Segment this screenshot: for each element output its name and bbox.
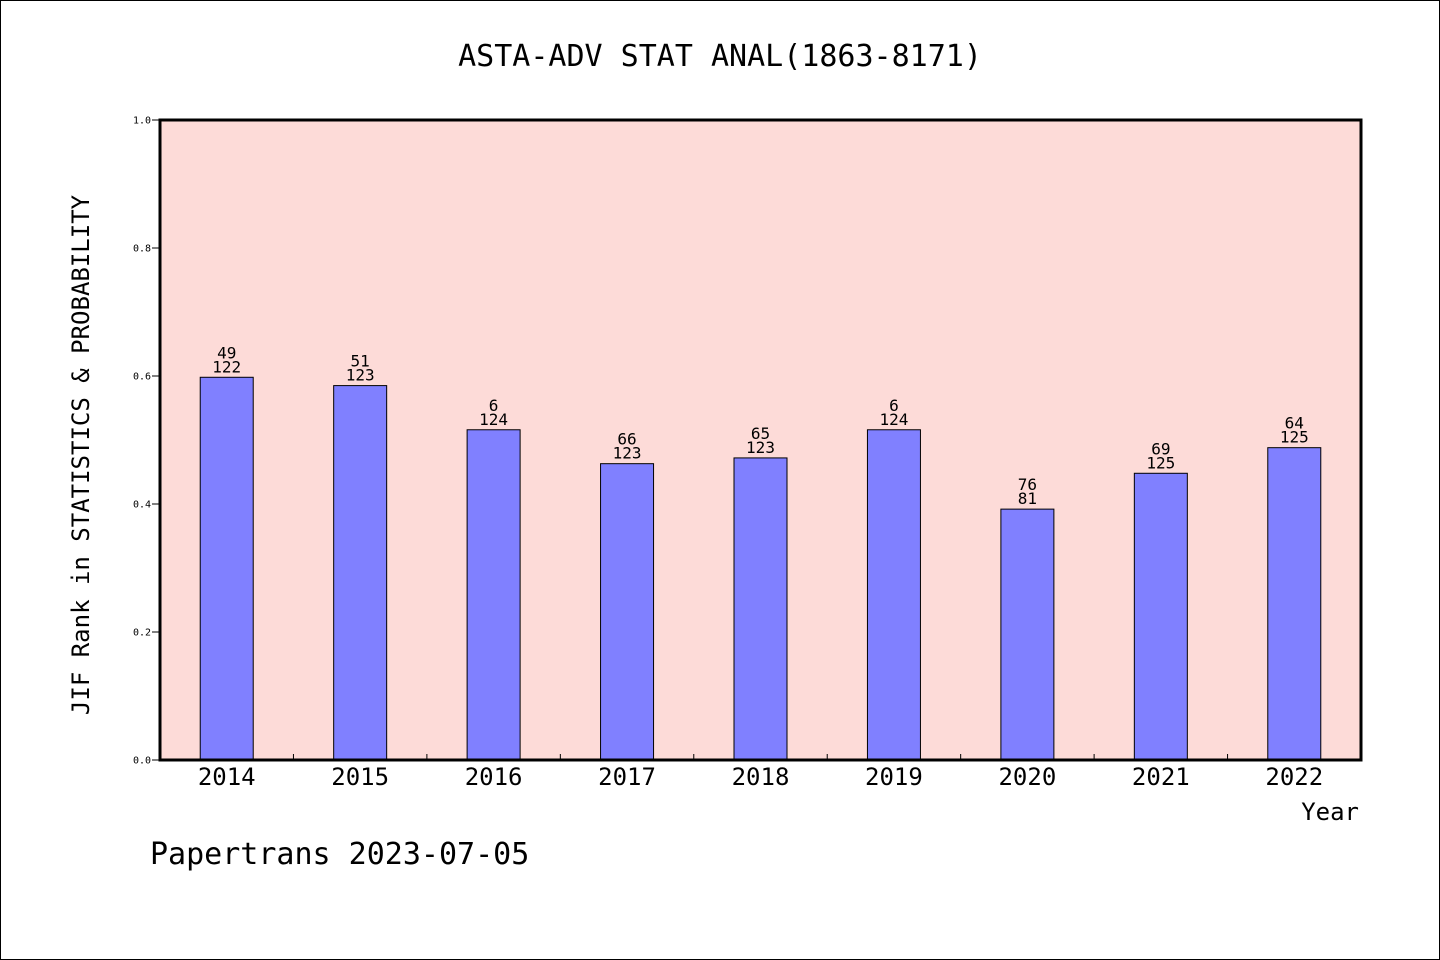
bar-label-total: 124 <box>879 410 908 429</box>
bar-label-rank: 64 <box>1285 414 1304 433</box>
x-tick-label: 2014 <box>198 763 256 791</box>
bar-label-total: 125 <box>1280 428 1309 447</box>
bar-label-total: 123 <box>346 366 375 385</box>
x-tick-label: 2020 <box>998 763 1056 791</box>
x-tick-label: 2016 <box>465 763 523 791</box>
bar-label-rank: 49 <box>217 343 236 362</box>
y-axis-label: JIF Rank in STATISTICS & PROBABILITY <box>67 194 95 715</box>
y-tick-label: 0.4 <box>133 500 151 511</box>
bar-2015 <box>333 385 388 761</box>
y-tick-label: 0.2 <box>133 628 151 639</box>
bar-label-rank: 6 <box>489 396 499 415</box>
bar-label-rank: 76 <box>1018 475 1037 494</box>
bar-label-total: 123 <box>746 438 775 457</box>
y-axis-ticks: 0.0 0.2 0.4 0.6 0.8 1.0 <box>133 116 160 767</box>
x-tick-label: 2019 <box>865 763 923 791</box>
bar-2018 <box>733 457 788 761</box>
x-tick-label: 2017 <box>598 763 656 791</box>
y-tick-label: 0.8 <box>133 244 151 255</box>
bar-label-rank: 69 <box>1151 439 1170 458</box>
bar-2016 <box>466 429 521 761</box>
bar-label-total: 124 <box>479 410 508 429</box>
chart-title: ASTA-ADV STAT ANAL(1863-8171) <box>458 39 982 74</box>
bar-2022 <box>1267 447 1322 761</box>
bar-2020 <box>1000 508 1055 761</box>
y-tick-label: 0.6 <box>133 372 151 383</box>
bar-2021 <box>1133 472 1188 761</box>
bar-2017 <box>600 463 655 761</box>
bar-label-rank: 66 <box>617 430 636 449</box>
x-axis-ticks: 2014 2015 2016 2017 2018 2019 2020 2021 2022 <box>198 754 1323 791</box>
bar-label-rank: 51 <box>351 352 370 371</box>
bar-label-total: 123 <box>613 444 642 463</box>
y-tick-label: 0.0 <box>133 756 151 767</box>
x-tick-label: 2022 <box>1265 763 1323 791</box>
x-axis-label: Year <box>1301 798 1359 826</box>
bar-2019 <box>866 429 921 761</box>
y-tick-label: 1.0 <box>133 116 151 127</box>
plot-border <box>158 118 1363 762</box>
x-tick-label: 2021 <box>1132 763 1190 791</box>
bars <box>199 376 1322 761</box>
bar-2014 <box>199 376 254 761</box>
bar-label-rank: 6 <box>889 396 899 415</box>
x-tick-label: 2015 <box>331 763 389 791</box>
bar-label-total: 125 <box>1146 453 1175 472</box>
x-tick-label: 2018 <box>732 763 790 791</box>
footer-text: Papertrans 2023-07-05 <box>150 837 529 872</box>
bar-label-total: 81 <box>1018 489 1037 508</box>
bar-label-rank: 65 <box>751 424 770 443</box>
bar-label-total: 122 <box>212 357 241 376</box>
